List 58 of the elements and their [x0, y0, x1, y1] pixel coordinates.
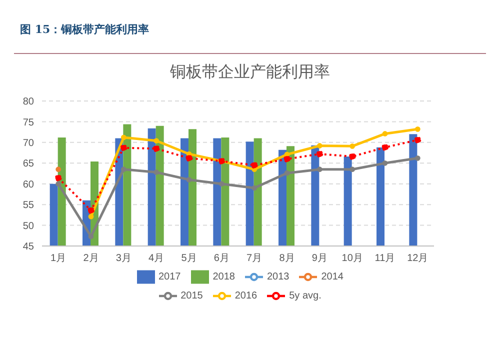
- y-tick-label: 70: [22, 138, 34, 149]
- x-tick-label: 3月: [116, 253, 132, 264]
- legend-label: 2013: [267, 272, 290, 283]
- point: [350, 143, 356, 149]
- point: [382, 160, 388, 166]
- y-tick-label: 75: [22, 117, 34, 128]
- point: [88, 214, 94, 220]
- point: [250, 162, 258, 169]
- point: [154, 138, 160, 144]
- point: [348, 153, 356, 160]
- legend-label: 2016: [234, 290, 258, 302]
- point: [120, 134, 126, 140]
- point: [120, 166, 126, 172]
- y-tick-label: 65: [22, 158, 34, 170]
- point: [152, 145, 160, 152]
- y-tick-label: 55: [22, 200, 34, 212]
- point: [316, 143, 322, 148]
- point: [316, 150, 324, 158]
- x-tick-label: 8月: [279, 253, 295, 264]
- y-tick-label: 80: [22, 96, 34, 108]
- y-tick-label: 45: [22, 242, 34, 253]
- x-tick-label: 11月: [374, 253, 396, 264]
- point: [54, 174, 62, 182]
- x-tick-label: 12月: [407, 253, 428, 264]
- chart-title: 铜板带企业产能利用率: [169, 62, 331, 83]
- x-tick-label: 10月: [342, 253, 363, 264]
- point: [186, 177, 192, 182]
- x-tick-label: 7月: [246, 253, 262, 264]
- legend-label: 5y avg.: [289, 290, 322, 302]
- point: [414, 155, 420, 161]
- point: [284, 170, 290, 176]
- point: [120, 144, 128, 152]
- y-tick-label: 60: [22, 179, 34, 190]
- legend-label: 2018: [212, 272, 235, 283]
- legend-label: 2014: [321, 272, 344, 283]
- chart-subtitle: 图 15：铜板带产能利用率: [20, 22, 150, 37]
- x-tick-label: 6月: [214, 253, 230, 264]
- x-tick-label: 2月: [83, 253, 99, 264]
- legend-label: 2017: [158, 272, 181, 283]
- legend-label: 2015: [180, 290, 203, 302]
- point: [350, 166, 356, 172]
- point: [414, 136, 422, 144]
- point: [218, 181, 224, 187]
- point: [154, 170, 160, 175]
- point: [414, 126, 420, 132]
- point: [88, 206, 94, 214]
- y-tick-label: 50: [22, 220, 34, 232]
- point: [382, 131, 388, 136]
- point: [284, 156, 290, 162]
- x-tick-label: 1月: [50, 253, 66, 264]
- point: [382, 144, 388, 151]
- point: [56, 181, 62, 187]
- point: [186, 154, 192, 162]
- point: [252, 185, 258, 191]
- x-tick-label: 9月: [312, 253, 328, 264]
- point: [316, 166, 322, 172]
- x-tick-label: 4月: [148, 253, 164, 264]
- x-tick-label: 5月: [181, 253, 197, 264]
